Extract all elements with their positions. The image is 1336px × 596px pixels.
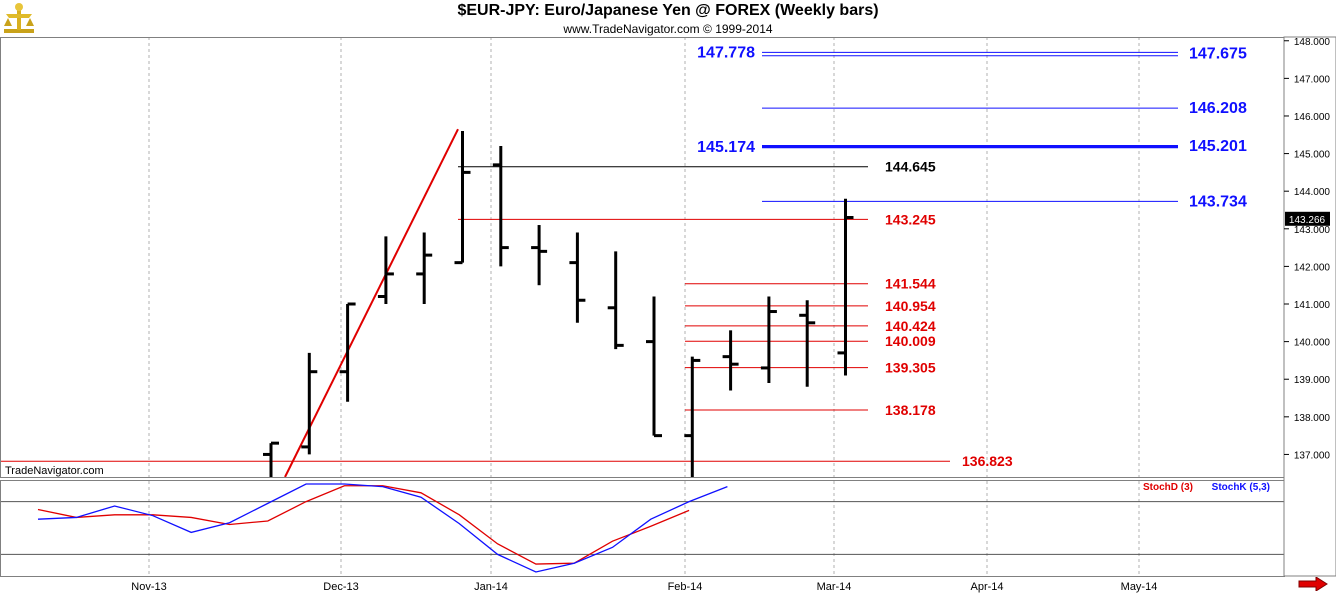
stoch-panel-frame — [1, 481, 1285, 577]
level-label: 145.174 — [697, 139, 755, 156]
y-tick-label: 139.000 — [1294, 375, 1331, 386]
x-tick-label: Nov-13 — [131, 581, 166, 593]
level-label: 139.305 — [885, 360, 936, 376]
ohlc-bar — [378, 236, 394, 304]
level-label: 143.245 — [885, 211, 936, 227]
y-tick-label: 138.000 — [1294, 413, 1331, 424]
ohlc-bar — [455, 131, 471, 263]
level-label: 140.009 — [885, 333, 936, 349]
level-label: 136.823 — [962, 453, 1013, 469]
chart-title: $EUR-JPY: Euro/Japanese Yen @ FOREX (Wee… — [0, 2, 1336, 20]
price-panel-frame — [1, 38, 1285, 478]
x-tick-label: Feb-14 — [668, 581, 703, 593]
level-label: 143.734 — [1189, 193, 1247, 210]
level-label: 138.178 — [885, 402, 936, 418]
ohlc-bar — [761, 296, 777, 382]
ohlc-bar — [263, 443, 279, 477]
ohlc-bar — [684, 357, 700, 477]
ohlc-bars — [263, 131, 854, 477]
y-tick-label: 142.000 — [1294, 262, 1331, 273]
level-label: 141.544 — [885, 276, 936, 292]
level-label: 145.201 — [1189, 138, 1247, 155]
ohlc-bar — [531, 225, 547, 285]
y-tick-label: 145.000 — [1294, 150, 1331, 161]
trendline-layer — [285, 129, 458, 477]
y-tick-label: 148.000 — [1294, 37, 1331, 48]
y-tick-label: 147.000 — [1294, 74, 1331, 85]
y-tick-label: 141.000 — [1294, 300, 1331, 311]
chart-subtitle: www.TradeNavigator.com © 1999-2014 — [0, 22, 1336, 36]
ohlc-bar — [723, 330, 739, 390]
ohlc-bar — [799, 300, 815, 386]
level-label: 147.675 — [1189, 45, 1247, 62]
y-tick-label: 137.000 — [1294, 450, 1331, 461]
ohlc-bar — [340, 304, 356, 402]
x-tick-label: May-14 — [1121, 581, 1158, 593]
ohlc-bar — [416, 233, 432, 304]
legend-stochd: StochD (3) — [1143, 482, 1193, 493]
stochk-line — [38, 484, 727, 572]
y-tick-label: 146.000 — [1294, 112, 1331, 123]
x-tick-label: Mar-14 — [817, 581, 852, 593]
level-label: 140.954 — [885, 298, 936, 314]
level-label: 146.208 — [1189, 100, 1247, 117]
ohlc-bar — [608, 251, 624, 349]
stochastic-panel: 5069.7484.10StochD (3)StochK (5,3) — [0, 482, 1309, 572]
legend-stochk: StochK (5,3) — [1212, 482, 1270, 493]
uptrend-line — [285, 129, 458, 477]
axes: Nov-13 Dec-13 Jan-14 Feb-14 Mar-14 Apr-14 May-… — [1, 37, 1336, 593]
x-tick-label: Apr-14 — [970, 581, 1003, 593]
y-tick-label: 140.000 — [1294, 338, 1331, 349]
y-tick-label: 144.000 — [1294, 187, 1331, 198]
level-label: 144.645 — [885, 159, 936, 175]
stochd-line — [38, 486, 689, 564]
ohlc-bar — [838, 199, 854, 376]
last-price-label: 143.266 — [1289, 215, 1326, 226]
scroll-right-arrow-icon[interactable] — [1298, 577, 1328, 591]
level-label: 140.424 — [885, 318, 936, 334]
ohlc-bar — [493, 146, 509, 266]
y-tick-label: 143.000 — [1294, 225, 1331, 236]
grid-lines — [149, 37, 1139, 576]
ohlc-bar — [569, 233, 585, 323]
ohlc-bar — [646, 296, 662, 435]
level-label: 147.778 — [697, 44, 755, 61]
x-tick-label: Dec-13 — [323, 581, 358, 593]
watermark-label: TradeNavigator.com — [5, 465, 104, 477]
x-tick-label: Jan-14 — [474, 581, 508, 593]
level-lines: 147.778 147.675 146.208 145.174 145.201 144.6… — [0, 44, 1247, 469]
